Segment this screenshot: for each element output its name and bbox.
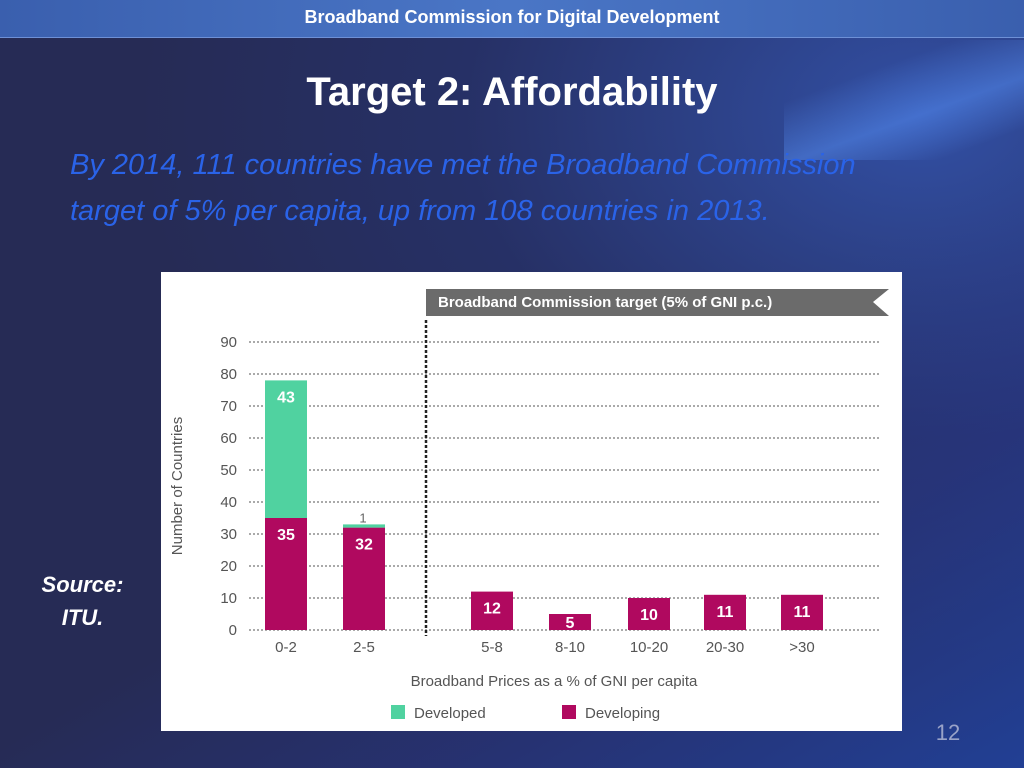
developing-bar-segment bbox=[343, 527, 385, 630]
legend-label-developed: Developed bbox=[414, 705, 486, 722]
developing-bar-segment bbox=[265, 518, 307, 630]
y-axis-label: Number of Countries bbox=[169, 417, 186, 555]
y-tick-label: 40 bbox=[220, 494, 237, 511]
y-tick-label: 70 bbox=[220, 398, 237, 415]
chart-panel: 0 10 20 30 40 50 60 70 80 90 Number of Countries 0-… bbox=[161, 272, 902, 731]
legend-label-developing: Developing bbox=[585, 705, 660, 722]
header-bar: Broadband Commission for Digital Develop… bbox=[0, 0, 1024, 38]
target-banner bbox=[426, 289, 889, 316]
y-tick-label: 0 bbox=[229, 622, 237, 639]
developing-value-label: 12 bbox=[483, 601, 501, 618]
slide-title: Target 2: Affordability bbox=[306, 70, 718, 114]
developing-value-label: 11 bbox=[794, 604, 811, 621]
developed-bar-segment bbox=[343, 524, 385, 528]
developing-value-label: 10 bbox=[640, 607, 658, 624]
y-tick-label: 80 bbox=[220, 366, 237, 383]
developing-bar-segment bbox=[704, 594, 746, 630]
subtitle-line-1: By 2014, 111 countries have met the Broa… bbox=[70, 149, 856, 181]
legend-swatch-developing bbox=[562, 705, 576, 719]
source-label: Source: bbox=[41, 572, 124, 597]
y-tick-label: 60 bbox=[220, 430, 237, 447]
developed-bar-segment bbox=[265, 380, 307, 518]
developing-bar-segment bbox=[549, 614, 591, 630]
developed-value-label: 1 bbox=[359, 510, 366, 525]
developing-value-label: 11 bbox=[717, 604, 734, 621]
y-tick-label: 20 bbox=[220, 558, 237, 575]
developing-value-label: 32 bbox=[355, 537, 373, 554]
developing-bar-segment bbox=[471, 591, 513, 630]
developing-bar-segment bbox=[781, 594, 823, 630]
y-tick-label: 10 bbox=[220, 590, 237, 607]
x-tick-label: >30 bbox=[789, 639, 814, 656]
developing-value-label: 5 bbox=[566, 615, 575, 632]
developing-bar-segment bbox=[628, 598, 670, 630]
x-axis-label: Broadband Prices as a % of GNI per capit… bbox=[411, 673, 698, 690]
source-note: Source: ITU. bbox=[30, 568, 135, 634]
legend-swatch-developed bbox=[391, 705, 405, 719]
subtitle-line-2: target of 5% per capita, up from 108 cou… bbox=[70, 195, 770, 227]
y-tick-label: 30 bbox=[220, 526, 237, 543]
x-tick-label: 0-2 bbox=[275, 639, 297, 656]
x-tick-label: 20-30 bbox=[706, 639, 744, 656]
header-title: Broadband Commission for Digital Develop… bbox=[304, 7, 720, 27]
page-number: 12 bbox=[935, 720, 961, 745]
source-value: ITU. bbox=[61, 605, 104, 630]
developed-value-label: 43 bbox=[277, 389, 295, 406]
x-tick-label: 10-20 bbox=[630, 639, 668, 656]
y-tick-label: 90 bbox=[220, 334, 237, 351]
slide-subtitle: By 2014, 111 countries have met the Broa… bbox=[70, 142, 1000, 234]
x-tick-label: 8-10 bbox=[555, 639, 585, 656]
target-banner-label: Broadband Commission target (5% of GNI p… bbox=[438, 294, 772, 311]
stacked-bar-chart: 0 10 20 30 40 50 60 70 80 90 Number of Countries 0-… bbox=[169, 289, 889, 722]
x-tick-label: 5-8 bbox=[481, 639, 503, 656]
x-tick-label: 2-5 bbox=[353, 639, 375, 656]
developing-value-label: 35 bbox=[277, 527, 295, 544]
y-tick-label: 50 bbox=[220, 462, 237, 479]
decorative-light-streak bbox=[784, 40, 1024, 160]
